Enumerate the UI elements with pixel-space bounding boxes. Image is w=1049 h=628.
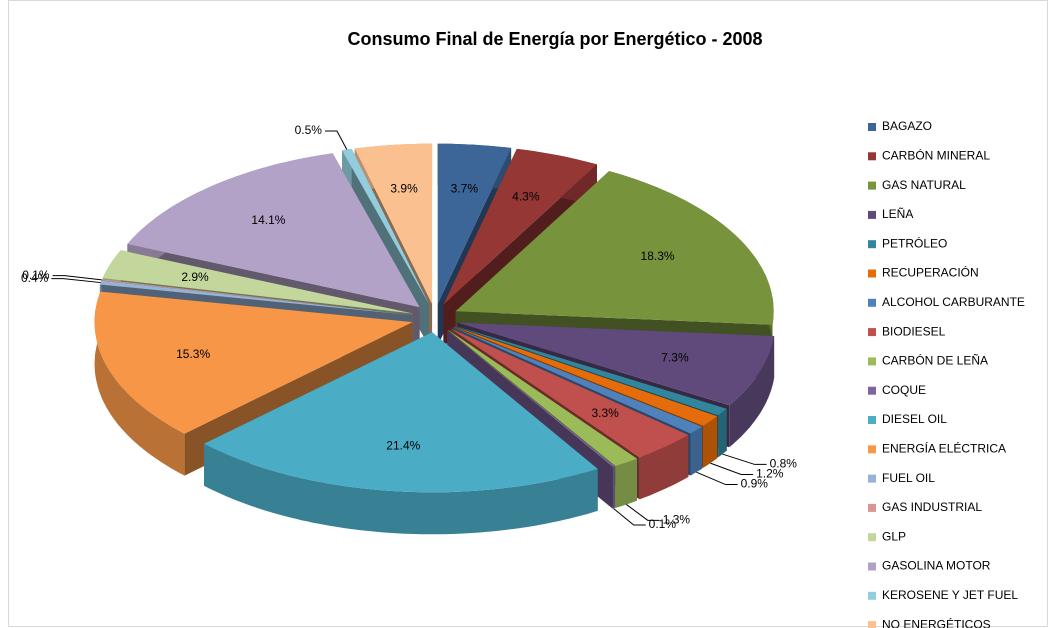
data-label: 0.1% (22, 268, 50, 282)
slice-top (101, 279, 413, 315)
slice-top (204, 332, 598, 493)
legend-label: CARBÓN MINERAL (882, 147, 990, 162)
data-label: 2.9% (181, 270, 209, 284)
data-label: 21.4% (386, 439, 420, 453)
legend-swatch (868, 269, 876, 278)
slice-top (437, 143, 512, 304)
slice-wall (703, 416, 718, 468)
leader-line (626, 504, 660, 521)
slice-top (454, 325, 727, 416)
legend-swatch (868, 210, 876, 219)
legend-label: GAS INDUSTRIAL (882, 500, 982, 514)
leader-line (51, 278, 101, 284)
legend-swatch (868, 621, 876, 628)
legend-label: RECUPERACIÓN (882, 265, 979, 280)
legend-label: NO ENERGÉTICOS (882, 616, 991, 628)
legend-swatch (868, 503, 876, 512)
legend-swatch (868, 474, 876, 483)
slice-wall (204, 443, 598, 535)
legend-swatch (868, 298, 876, 307)
slice-top (443, 148, 597, 305)
legend-label: PETRÓLEO (882, 235, 947, 250)
slice-top (455, 171, 774, 325)
data-label: 0.8% (770, 457, 798, 471)
slice-top (342, 148, 429, 305)
slice-top (457, 322, 775, 406)
legend-label: GAS NATURAL (882, 178, 966, 192)
legend-swatch (868, 562, 876, 571)
slice (204, 332, 598, 535)
slice-top (354, 143, 433, 304)
leader-line (52, 275, 102, 281)
legend-swatch (868, 416, 876, 424)
data-label: 1.3% (663, 513, 691, 527)
legend-swatch (868, 123, 876, 131)
slice-top (452, 327, 703, 434)
legend-swatch (868, 181, 876, 190)
legend-label: FUEL OIL (882, 471, 935, 485)
leader-line (696, 471, 738, 486)
slice-top (453, 326, 718, 426)
legend-label: ALCOHOL CARBURANTE (882, 295, 1025, 309)
data-label: 7.3% (661, 350, 689, 364)
leader-line (710, 462, 754, 475)
data-label: 0.9% (741, 477, 769, 491)
legend-label: LEÑA (882, 207, 913, 221)
slice-top (127, 153, 420, 308)
legend-swatch (868, 152, 876, 161)
leader-line (613, 508, 646, 526)
slice-wall (94, 291, 185, 476)
slice-wall (612, 466, 615, 509)
slice-top (94, 291, 413, 434)
data-label: 0.4% (21, 271, 49, 285)
legend-label: GLP (882, 529, 906, 543)
legend-label: BIODIESEL (882, 324, 946, 338)
legend-label: ENERGÍA ELÉCTRICA (882, 440, 1006, 455)
leader-line (324, 130, 348, 150)
data-label: 3.3% (591, 406, 619, 420)
data-label: 0.5% (295, 123, 323, 137)
legend-label: DIESEL OIL (882, 412, 947, 426)
slice-wall (718, 408, 727, 458)
slice-wall (729, 336, 775, 448)
data-label: 1.2% (756, 467, 784, 481)
legend-swatch (868, 240, 876, 249)
data-label: 0.1% (649, 517, 677, 531)
slice-top (99, 280, 413, 316)
slice-wall (690, 426, 703, 476)
slice-top (448, 329, 637, 466)
legend-label: GASOLINA MOTOR (882, 559, 991, 573)
legend-swatch (868, 328, 876, 337)
legend-swatch (868, 445, 876, 454)
legend-label: KEROSENE Y JET FUEL (882, 588, 1018, 602)
data-label: 4.3% (512, 189, 540, 203)
slice-top (102, 250, 413, 314)
slice-wall (639, 435, 689, 500)
legend-swatch (868, 357, 876, 366)
legend-swatch (868, 386, 876, 395)
data-label: 15.3% (176, 347, 210, 361)
slice-top (450, 328, 689, 458)
legend-label: CARBÓN DE LEÑA (882, 353, 988, 368)
legend-swatch (868, 533, 876, 542)
legend-label: BAGAZO (882, 119, 932, 133)
legend-label: COQUE (882, 383, 926, 397)
slice-wall (615, 458, 637, 508)
leader-line (722, 453, 767, 465)
data-label: 3.9% (390, 182, 418, 196)
slice-top (447, 330, 615, 467)
data-label: 14.1% (251, 213, 285, 227)
data-label: 18.3% (641, 249, 675, 263)
data-label: 3.7% (451, 181, 479, 195)
legend-swatch (868, 591, 876, 600)
chart-title: Consumo Final de Energía por Energético … (347, 29, 762, 49)
